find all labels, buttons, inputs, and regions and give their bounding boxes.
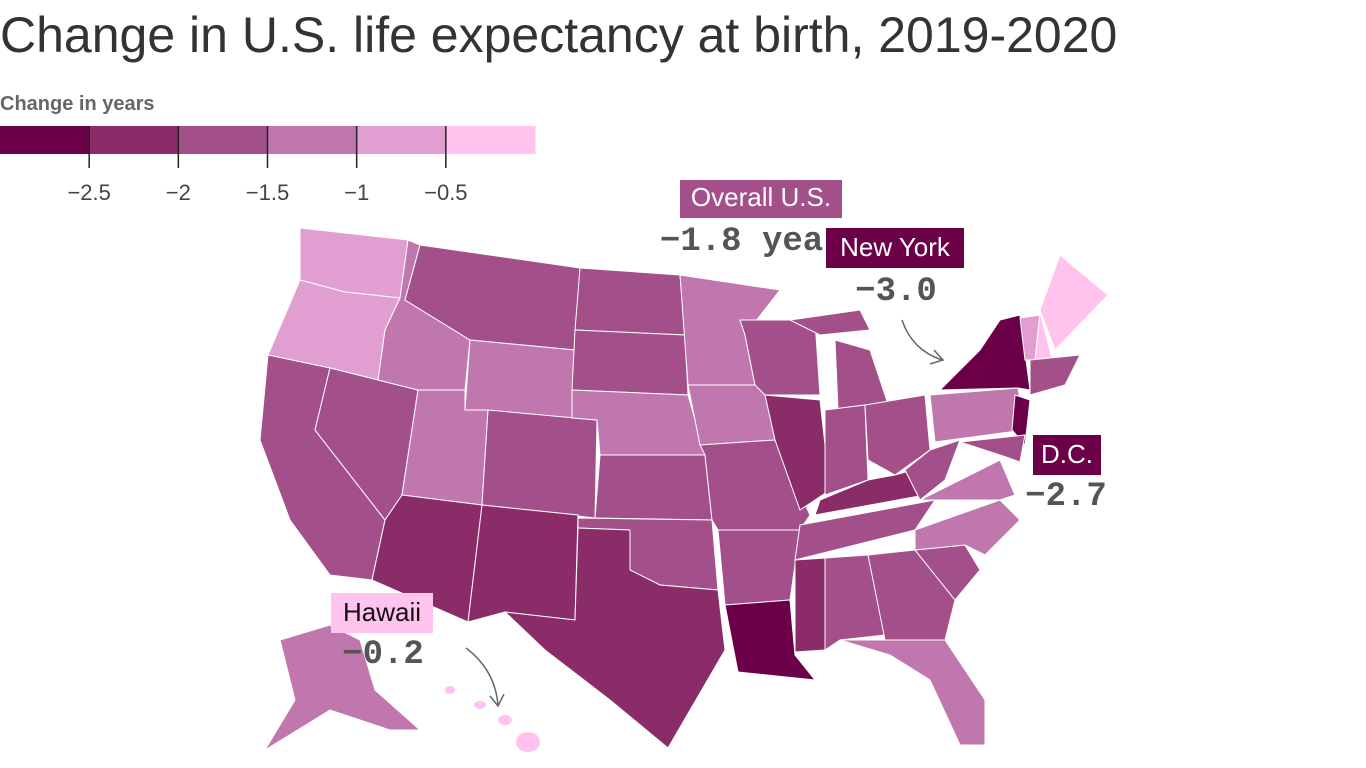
state [1039, 254, 1109, 351]
legend-swatch [89, 126, 179, 154]
legend-swatch [445, 126, 536, 154]
legend: −2.5 −2 −1.5 −1 −0.5 [0, 126, 536, 205]
annotation: D.C. −2.7 [1025, 435, 1107, 516]
state [824, 404, 869, 496]
state [794, 557, 826, 653]
label-box [331, 593, 433, 633]
label: Overall U.S. [691, 182, 831, 212]
value: −3.0 [855, 273, 937, 311]
state [1029, 354, 1081, 396]
map [259, 227, 1109, 752]
state [904, 439, 961, 501]
state [824, 554, 886, 651]
state [959, 434, 1026, 463]
annotation: New York −3.0 [826, 228, 964, 365]
arrow [465, 647, 505, 708]
value: −2.7 [1025, 478, 1107, 516]
label: D.C. [1041, 439, 1093, 469]
label-box [1033, 435, 1101, 475]
state [467, 504, 579, 623]
state [929, 387, 1026, 443]
legend-title: Change in years [0, 93, 155, 115]
label: New York [840, 232, 951, 262]
label-box [826, 228, 964, 268]
legend-tick-label: −0.5 [424, 180, 467, 205]
state [764, 394, 831, 511]
value: −0.2 [342, 636, 424, 674]
state [788, 309, 871, 336]
legend-swatch [0, 126, 90, 154]
label: Hawaii [343, 597, 421, 627]
state [498, 715, 512, 725]
state [516, 732, 540, 752]
state [914, 499, 1021, 556]
legend-tick-label: −1.5 [246, 180, 289, 205]
state [571, 329, 689, 396]
state [594, 454, 713, 521]
state [867, 549, 956, 641]
state [864, 394, 931, 476]
state [834, 339, 891, 411]
state [481, 409, 598, 519]
legend-tick-label: −2 [166, 180, 191, 205]
state [839, 639, 986, 746]
state [717, 529, 801, 606]
annotation: Hawaii −0.2 [331, 593, 505, 708]
legend-swatch [267, 126, 358, 154]
legend-swatch [178, 126, 268, 154]
legend-tick-label: −2.5 [67, 180, 110, 205]
state [464, 339, 576, 419]
state [445, 686, 455, 694]
legend-tick-label: −1 [344, 180, 369, 205]
state [938, 314, 1031, 391]
state [687, 384, 776, 446]
state [503, 527, 726, 749]
state [1011, 394, 1031, 447]
state [919, 459, 1016, 501]
state [574, 267, 686, 336]
state [724, 599, 817, 681]
state [474, 701, 486, 709]
label-box [680, 180, 842, 218]
title: Change in U.S. life expectancy at birth,… [0, 7, 1117, 63]
arrow [901, 319, 945, 365]
legend-swatch [356, 126, 447, 154]
